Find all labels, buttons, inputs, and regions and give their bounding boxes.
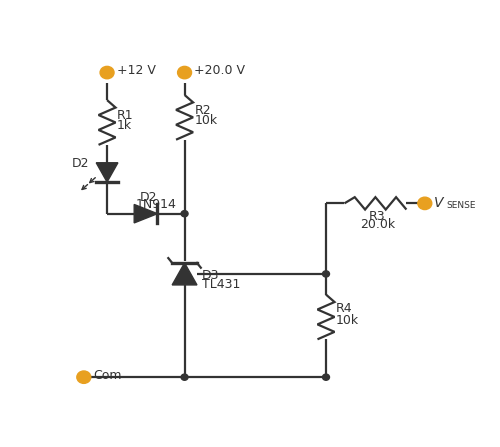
Text: R1: R1 — [117, 109, 134, 122]
Text: 1k: 1k — [117, 119, 132, 132]
Text: R3: R3 — [369, 210, 386, 223]
Text: 10k: 10k — [336, 314, 359, 327]
Text: $V$: $V$ — [434, 196, 446, 210]
Text: D2: D2 — [140, 191, 158, 204]
Text: SENSE: SENSE — [446, 201, 476, 210]
Circle shape — [178, 66, 192, 79]
Text: +12 V: +12 V — [117, 64, 156, 77]
Text: +20.0 V: +20.0 V — [194, 64, 245, 77]
Text: 20.0k: 20.0k — [360, 218, 395, 231]
Text: 1N914: 1N914 — [136, 198, 177, 211]
Text: D2: D2 — [72, 157, 90, 170]
Circle shape — [181, 211, 188, 217]
Text: R2: R2 — [194, 104, 211, 117]
Circle shape — [77, 371, 91, 384]
Text: TL431: TL431 — [202, 278, 240, 291]
Circle shape — [100, 66, 114, 79]
Text: R4: R4 — [336, 302, 352, 315]
Circle shape — [418, 197, 432, 210]
Polygon shape — [96, 163, 118, 182]
Circle shape — [322, 374, 330, 380]
Text: D3: D3 — [202, 269, 220, 282]
Text: 10k: 10k — [194, 114, 218, 127]
Polygon shape — [172, 263, 197, 285]
Circle shape — [181, 374, 188, 380]
Text: Com: Com — [94, 369, 122, 382]
Polygon shape — [134, 204, 158, 223]
Circle shape — [322, 271, 330, 277]
